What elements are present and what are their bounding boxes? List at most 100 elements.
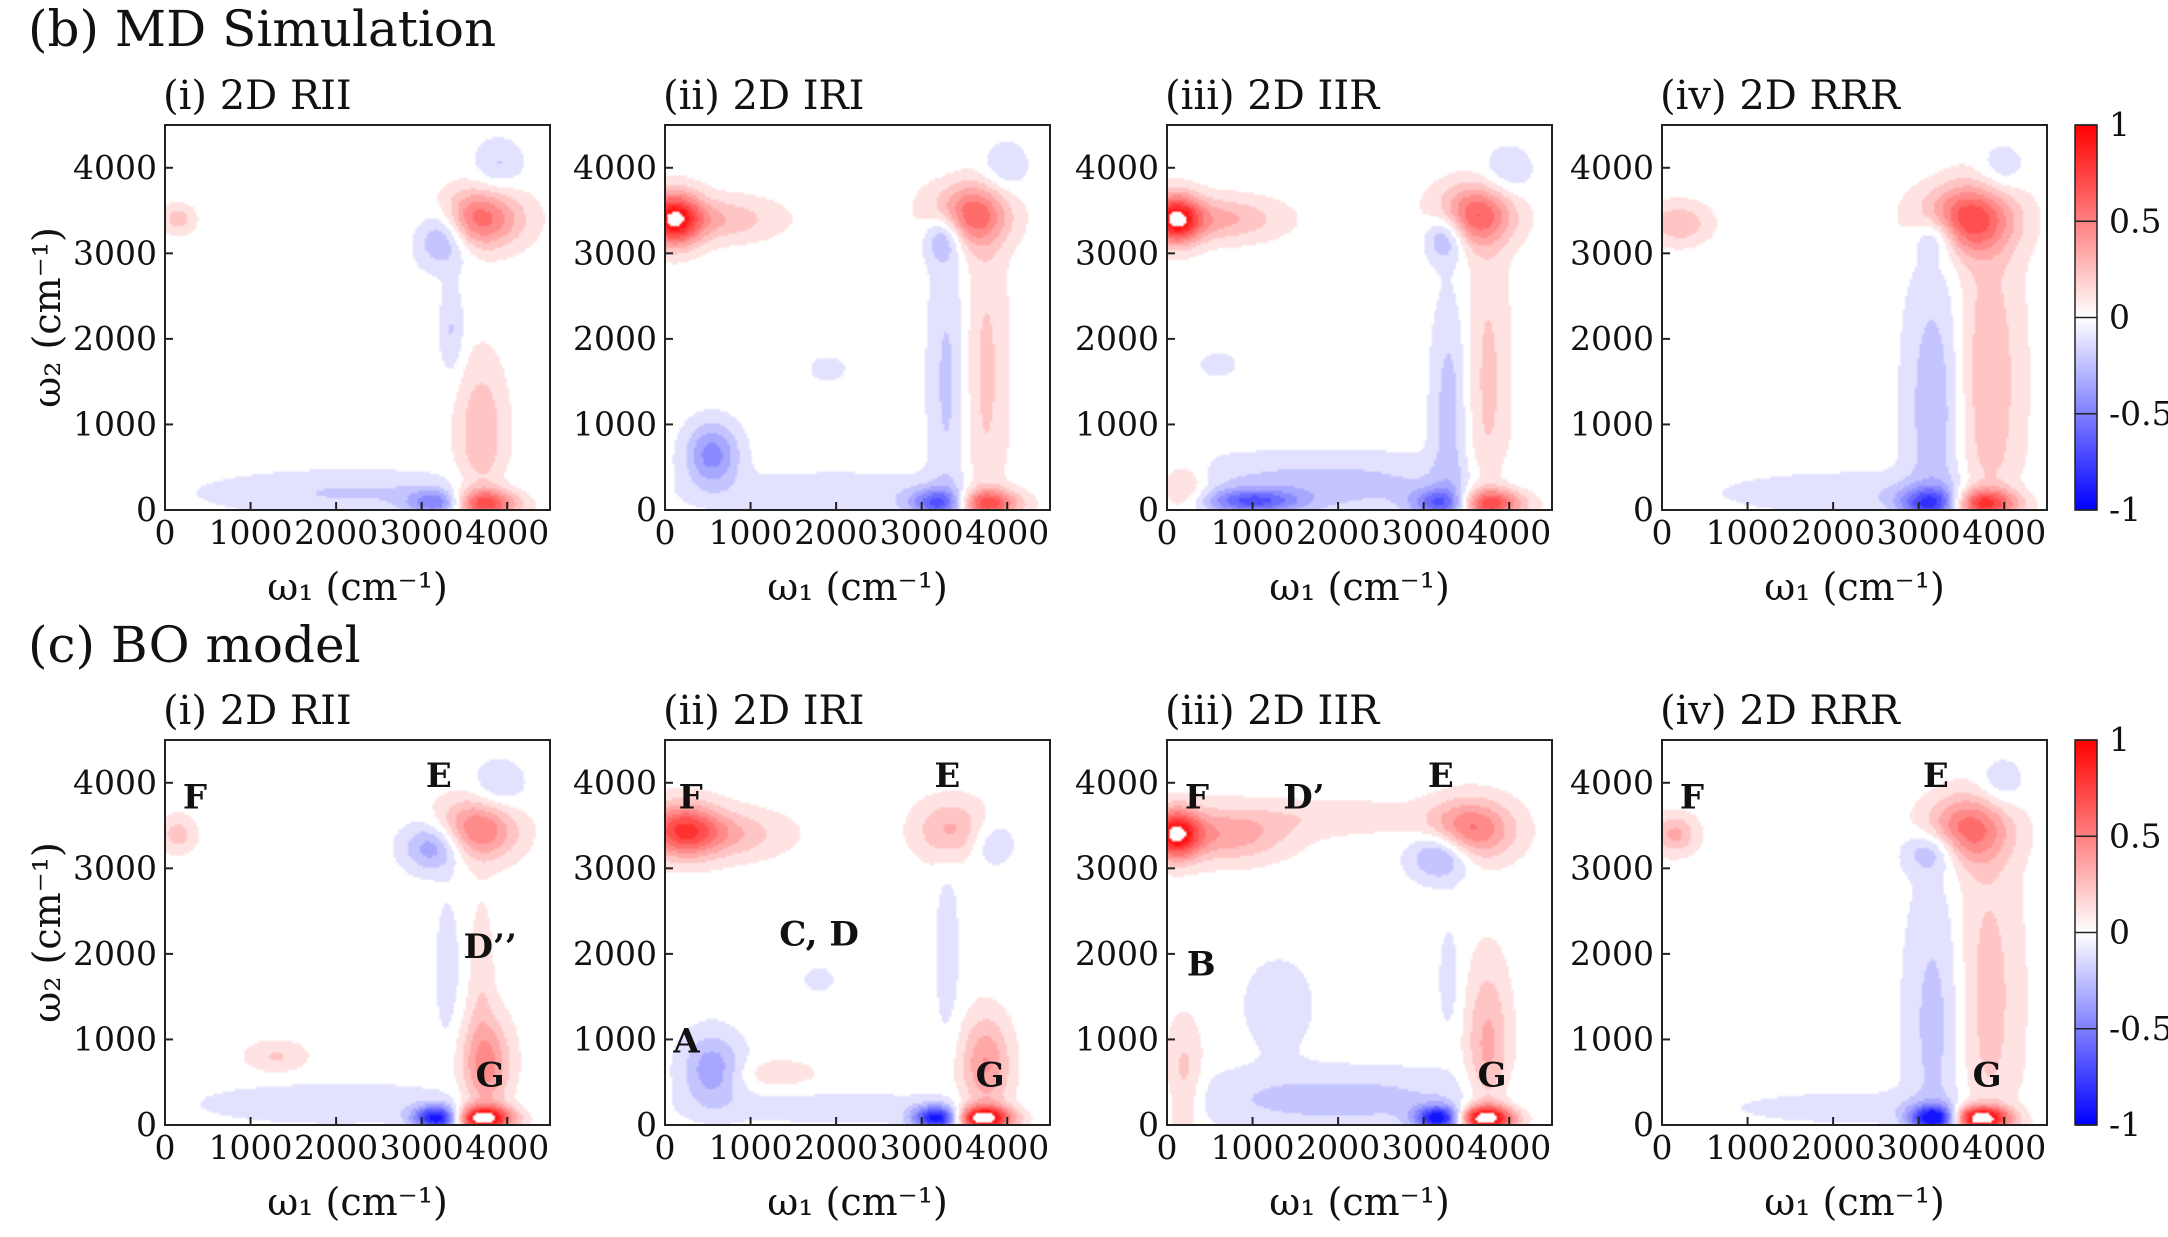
plot-frame xyxy=(1661,124,2048,511)
y-tick-label: 0 xyxy=(1633,490,1654,529)
colorbar-tick-label: 0.5 xyxy=(2109,816,2161,855)
y-tick-label: 2000 xyxy=(573,319,657,358)
y-tick-label: 3000 xyxy=(1570,848,1654,887)
y-tick-label: 0 xyxy=(636,490,657,529)
x-axis-label: ω₁ (cm⁻¹) xyxy=(267,1180,448,1224)
y-tick-label: 3000 xyxy=(1570,233,1654,272)
y-tick-label: 3000 xyxy=(1075,848,1159,887)
y-tick-label: 4000 xyxy=(573,763,657,802)
plot-frame xyxy=(164,739,551,1126)
x-axis-label: ω₁ (cm⁻¹) xyxy=(767,565,948,609)
x-tick-label: 2000 xyxy=(1791,1128,1875,1167)
x-tick-label: 2000 xyxy=(294,1128,378,1167)
x-tick-label: 3000 xyxy=(380,513,464,552)
y-tick-label: 3000 xyxy=(73,233,157,272)
heatmap-field xyxy=(665,740,1050,1125)
x-tick-label: 4000 xyxy=(1467,1128,1551,1167)
peak-label: G xyxy=(1973,1056,2002,1096)
peak-label: E xyxy=(934,756,960,796)
x-tick-label: 1000 xyxy=(1211,1128,1295,1167)
x-tick-label: 4000 xyxy=(1962,1128,2046,1167)
y-axis-label: ω₂ (cm⁻¹) xyxy=(25,842,69,1023)
x-tick-label: 2000 xyxy=(1296,513,1380,552)
x-tick-label: 0 xyxy=(655,1128,676,1167)
y-tick-label: 2000 xyxy=(573,934,657,973)
x-axis-label: ω₁ (cm⁻¹) xyxy=(1269,1180,1450,1224)
x-tick-label: 4000 xyxy=(965,513,1049,552)
x-tick-label: 0 xyxy=(155,513,176,552)
x-tick-label: 4000 xyxy=(465,1128,549,1167)
colorbar: 1 0.5 0 -0.5 -1 xyxy=(2074,720,2168,1144)
y-tick-label: 3000 xyxy=(73,848,157,887)
peak-label: G xyxy=(1478,1056,1507,1096)
y-tick-label: 1000 xyxy=(73,1019,157,1058)
colorbar-tick-label: 1 xyxy=(2109,105,2130,144)
x-tick-label: 1000 xyxy=(1706,1128,1790,1167)
colorbar-tick-label: -0.5 xyxy=(2109,1009,2168,1048)
x-tick-label: 3000 xyxy=(1382,1128,1466,1167)
x-tick-label: 1000 xyxy=(1706,513,1790,552)
y-axis-label: ω₂ (cm⁻¹) xyxy=(25,227,69,408)
y-tick-label: 4000 xyxy=(1075,763,1159,802)
x-tick-label: 3000 xyxy=(380,1128,464,1167)
y-tick-label: 3000 xyxy=(1075,233,1159,272)
colorbars: 1 0.5 0 -0.5 -1 1 0.5 0 -0.5 -1 xyxy=(2074,105,2168,1144)
peak-label: B xyxy=(1187,944,1216,984)
y-tick-label: 4000 xyxy=(1075,148,1159,187)
colorbar-tick-label: -1 xyxy=(2109,490,2141,529)
panel-title: (ii) 2D IRI xyxy=(663,688,864,734)
panel-title: (iv) 2D RRR xyxy=(1660,688,1902,734)
x-tick-label: 2000 xyxy=(1791,513,1875,552)
y-tick-label: 0 xyxy=(1138,490,1159,529)
x-tick-label: 0 xyxy=(1652,513,1673,552)
plot-frame xyxy=(664,124,1051,511)
heatmap-field xyxy=(165,740,550,1125)
x-axis-label: ω₁ (cm⁻¹) xyxy=(1269,565,1450,609)
x-tick-label: 1000 xyxy=(709,513,793,552)
panel-title: (ii) 2D IRI xyxy=(663,73,864,119)
heatmap-field xyxy=(165,125,550,510)
x-tick-label: 3000 xyxy=(880,1128,964,1167)
y-tick-label: 4000 xyxy=(1570,763,1654,802)
y-tick-label: 2000 xyxy=(73,934,157,973)
colorbar-tick-label: 0.5 xyxy=(2109,201,2161,240)
heatmap-field xyxy=(1662,125,2047,510)
peak-label: D’ xyxy=(1283,777,1324,817)
y-tick-label: 1000 xyxy=(573,404,657,443)
y-tick-label: 1000 xyxy=(73,404,157,443)
plot-frame xyxy=(1661,739,2048,1126)
x-tick-label: 2000 xyxy=(294,513,378,552)
y-tick-label: 1000 xyxy=(573,1019,657,1058)
panel-title: (iv) 2D RRR xyxy=(1660,73,1902,119)
peak-label: E xyxy=(1428,756,1454,796)
y-tick-label: 4000 xyxy=(73,763,157,802)
y-tick-label: 4000 xyxy=(573,148,657,187)
plot-frame xyxy=(1166,124,1553,511)
x-tick-label: 4000 xyxy=(1962,513,2046,552)
colorbar-tick-label: 0 xyxy=(2109,298,2130,337)
heatmap-field xyxy=(665,125,1050,510)
peak-label: G xyxy=(976,1056,1005,1096)
x-tick-label: 0 xyxy=(1157,513,1178,552)
x-tick-label: 0 xyxy=(655,513,676,552)
colorbar-tick-label: -1 xyxy=(2109,1105,2141,1144)
peak-label: F xyxy=(183,777,207,817)
y-tick-label: 0 xyxy=(1138,1105,1159,1144)
y-tick-label: 1000 xyxy=(1075,1019,1159,1058)
x-axis-label: ω₁ (cm⁻¹) xyxy=(1764,1180,1945,1224)
x-tick-label: 1000 xyxy=(1211,513,1295,552)
y-tick-label: 2000 xyxy=(73,319,157,358)
y-tick-label: 2000 xyxy=(1570,934,1654,973)
panel-title: (i) 2D RII xyxy=(163,688,352,734)
x-tick-label: 3000 xyxy=(1382,513,1466,552)
